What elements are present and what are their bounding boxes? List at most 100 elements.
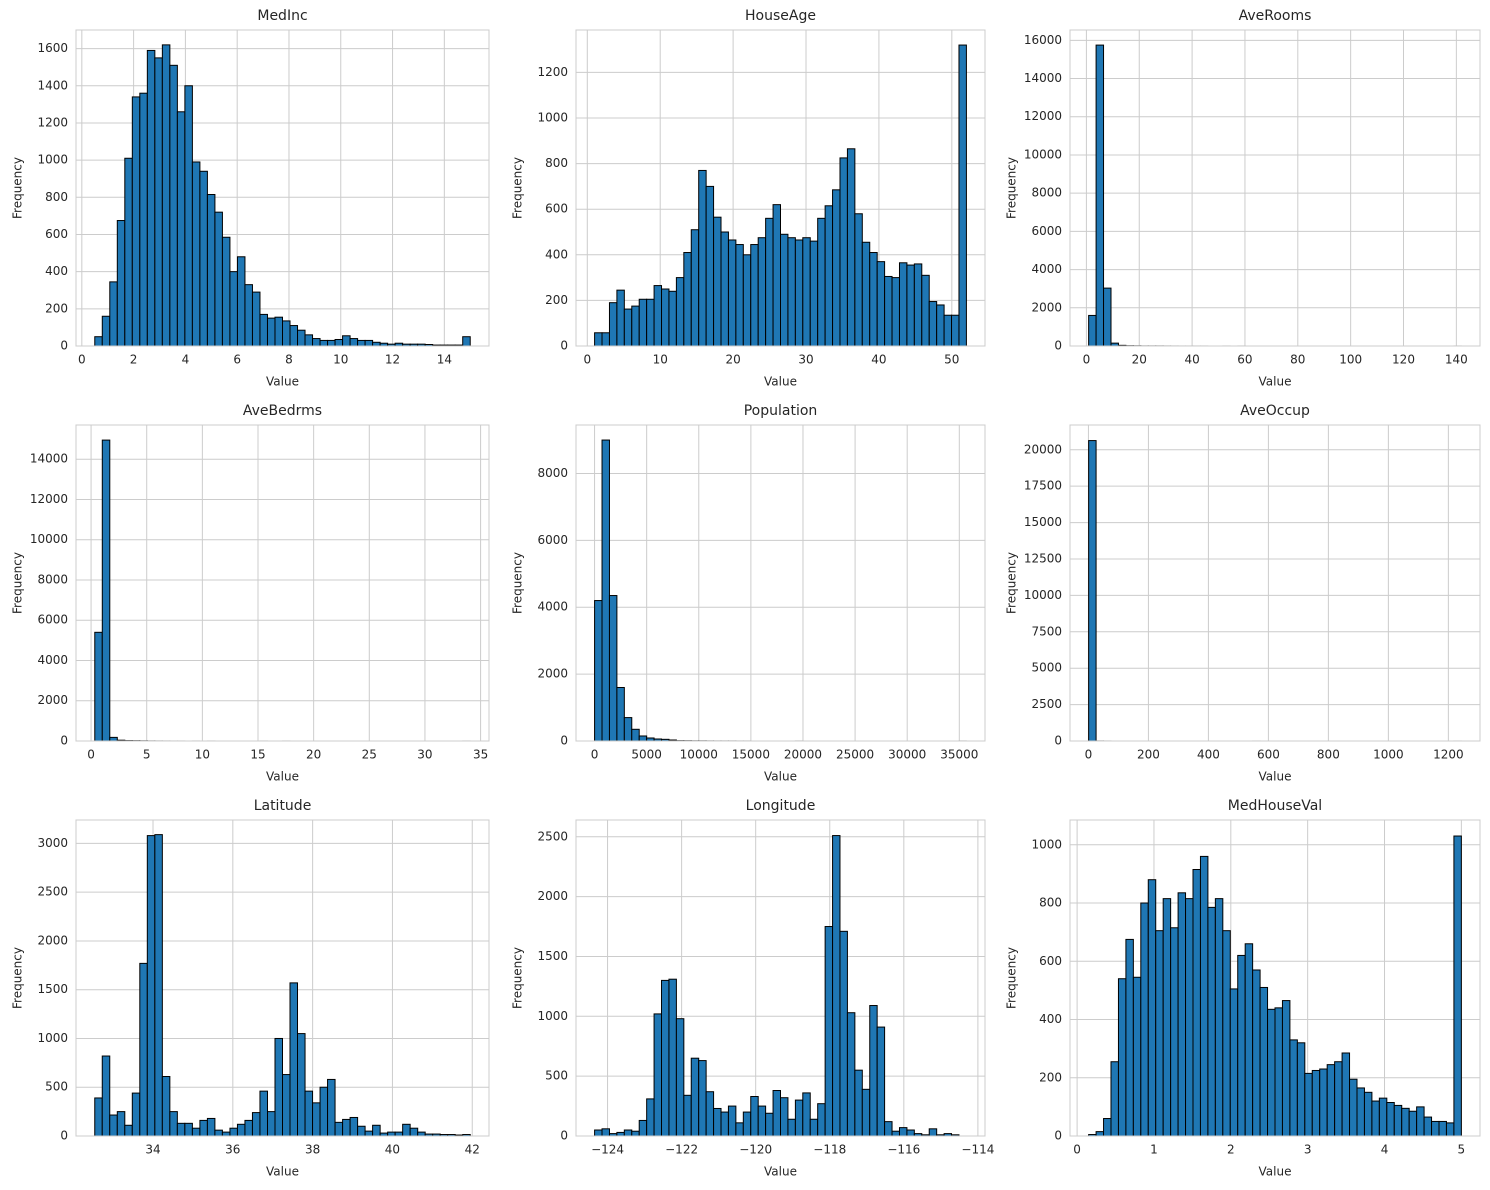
bar — [861, 241, 871, 347]
bar — [1363, 1091, 1373, 1137]
bar — [608, 302, 618, 347]
bar — [161, 44, 171, 347]
x-tick-label: 400 — [1197, 748, 1220, 762]
x-tick-label: 35 — [473, 748, 488, 762]
x-tick-label: 10000 — [680, 748, 718, 762]
chart-title: AveRooms — [1239, 8, 1312, 24]
bar — [891, 277, 900, 347]
y-tick-label: 2500 — [537, 829, 568, 843]
bar — [1349, 1078, 1358, 1137]
bar — [1371, 1100, 1380, 1137]
bar — [1237, 954, 1246, 1137]
y-tick-label: 400 — [545, 247, 568, 261]
y-tick-label: 0 — [1054, 1129, 1062, 1143]
y-tick-label: 6000 — [1031, 224, 1062, 238]
y-tick-label: 2000 — [37, 933, 68, 947]
bar — [1304, 1072, 1313, 1137]
bar — [661, 979, 670, 1137]
bar — [184, 85, 193, 347]
y-tick-label: 4000 — [1031, 262, 1062, 276]
bar — [251, 291, 261, 347]
bar — [1445, 1122, 1455, 1137]
y-tick-label: 2500 — [37, 885, 68, 899]
bar — [1401, 1107, 1410, 1137]
y-axis-label: Frequency — [511, 552, 525, 614]
bar — [161, 1076, 171, 1137]
bar — [154, 57, 163, 347]
bar — [1296, 1042, 1306, 1137]
bar — [342, 1118, 351, 1137]
bar — [921, 274, 930, 347]
bar — [169, 64, 178, 347]
x-tick-label: −114 — [961, 1143, 994, 1157]
x-axis-label: Value — [764, 375, 797, 389]
y-tick-label: 1200 — [37, 115, 68, 129]
bar — [809, 240, 819, 347]
x-tick-label: 0 — [1083, 353, 1091, 367]
x-tick-label: 0 — [78, 353, 86, 367]
y-tick-label: 10000 — [1024, 588, 1062, 602]
bar — [809, 1118, 819, 1137]
bar — [191, 161, 201, 347]
bar — [319, 1086, 329, 1137]
bar — [1177, 892, 1187, 1137]
bar — [727, 1105, 737, 1137]
bar — [236, 256, 246, 347]
bar — [1326, 1064, 1336, 1137]
y-tick-label: 1500 — [537, 949, 568, 963]
bar — [1088, 314, 1097, 347]
bar — [616, 289, 625, 347]
bar — [221, 1131, 231, 1137]
bar — [94, 631, 103, 742]
x-tick-label: −120 — [739, 1143, 772, 1157]
bar — [638, 735, 648, 742]
bar — [266, 1111, 276, 1137]
x-tick-label: 40 — [871, 353, 886, 367]
bar — [357, 339, 366, 347]
y-tick-label: 400 — [45, 264, 68, 278]
y-tick-label: 2000 — [37, 693, 68, 707]
y-axis-label: Frequency — [511, 947, 525, 1009]
bar — [1423, 1116, 1433, 1137]
bar — [251, 1112, 261, 1137]
bar — [1132, 976, 1142, 1137]
bar — [869, 1005, 878, 1137]
x-axis-label: Value — [764, 1165, 797, 1179]
bar — [928, 301, 938, 347]
x-tick-label: 5000 — [631, 748, 662, 762]
bar — [824, 926, 834, 1137]
bar — [146, 835, 156, 1137]
x-tick-label: 0 — [583, 353, 591, 367]
bar — [936, 304, 945, 347]
bar — [131, 96, 141, 347]
bar — [101, 315, 111, 347]
bar — [357, 1125, 366, 1137]
bar — [1088, 440, 1097, 742]
y-tick-label: 1200 — [537, 65, 568, 79]
bar — [1222, 930, 1231, 1137]
bar — [244, 284, 253, 347]
bar — [817, 1103, 826, 1137]
bar — [690, 1057, 700, 1137]
y-tick-label: 3000 — [37, 836, 68, 850]
plot-frame — [575, 819, 986, 1137]
bar — [1289, 1039, 1298, 1137]
bar — [394, 1131, 404, 1137]
x-tick-label: 14 — [437, 353, 452, 367]
bar — [906, 264, 915, 347]
bar — [387, 1131, 396, 1137]
bar — [616, 686, 625, 742]
y-tick-label: 8000 — [1031, 186, 1062, 200]
x-tick-label: 42 — [465, 1143, 480, 1157]
bar — [229, 271, 238, 347]
x-tick-label: 50 — [944, 353, 959, 367]
y-tick-label: 10000 — [30, 532, 68, 546]
y-tick-label: 17500 — [1024, 479, 1062, 493]
x-tick-label: 10 — [653, 353, 668, 367]
bar — [297, 329, 306, 347]
bar — [1147, 879, 1157, 1137]
y-tick-label: 2000 — [537, 667, 568, 681]
y-tick-label: 800 — [1039, 896, 1062, 910]
bar — [206, 194, 216, 347]
bar — [154, 834, 163, 1137]
